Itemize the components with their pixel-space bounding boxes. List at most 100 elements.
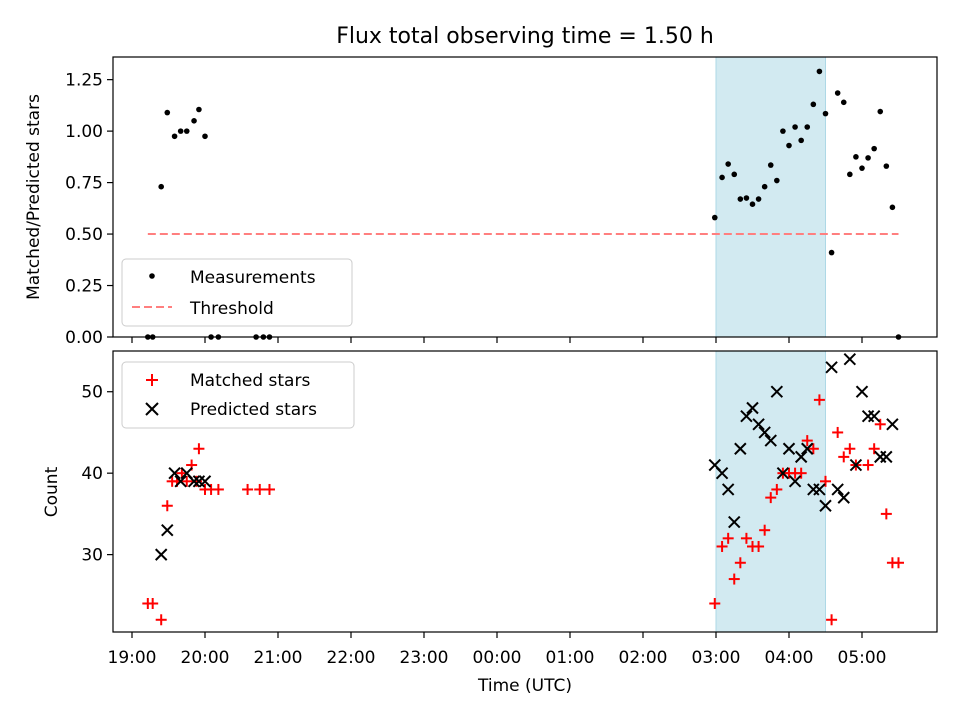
predicted-star-point xyxy=(161,523,174,537)
x-tick-label: 22:00 xyxy=(327,648,376,668)
measurement-point xyxy=(810,101,817,108)
measurement-point xyxy=(743,195,750,201)
x-tick-label: 00:00 xyxy=(473,648,522,668)
predicted-star-point xyxy=(168,466,181,480)
top-y-axis-label: Matched/Predicted stars xyxy=(24,94,44,300)
measurement-point xyxy=(183,128,190,134)
y-tick-label: 0.50 xyxy=(65,225,103,245)
matched-stars-legend-label: Matched stars xyxy=(190,371,310,391)
y-tick-label: 1.25 xyxy=(65,71,103,91)
highlight-band xyxy=(715,350,826,633)
measurement-point xyxy=(164,109,171,116)
measurement-point xyxy=(737,196,744,202)
matched-star-point xyxy=(801,435,813,447)
matched-star-point xyxy=(771,483,783,495)
chart-title: Flux total observing time = 1.50 h xyxy=(336,24,714,49)
y-tick-label: 0.75 xyxy=(65,174,103,194)
predicted-star-point xyxy=(174,475,187,488)
top-legend: Measurements Threshold xyxy=(121,258,353,327)
measurement-point xyxy=(834,90,841,96)
measurement-point xyxy=(767,162,774,168)
predicted-star-point xyxy=(198,475,212,488)
y-tick-label: 0.00 xyxy=(65,328,103,348)
x-tick-label: 03:00 xyxy=(692,648,741,668)
matched-star-point xyxy=(193,443,205,455)
x-tick-label: 19:00 xyxy=(108,648,157,668)
matched-star-point xyxy=(874,418,886,430)
predicted-star-point xyxy=(855,385,869,398)
predicted-star-point xyxy=(837,491,850,504)
measurement-point xyxy=(761,183,768,190)
matched-star-point xyxy=(161,500,173,512)
bottom-legend-box xyxy=(121,361,355,429)
predicted-star-point xyxy=(746,401,759,415)
bottom-y-axis: 30 40 50 xyxy=(81,383,113,566)
measurement-point xyxy=(780,128,786,134)
x-tick-label: 01:00 xyxy=(546,648,595,668)
matched-star-point xyxy=(147,597,159,609)
measurement-point xyxy=(828,249,835,256)
matched-star-point xyxy=(795,467,807,479)
matched-star-point xyxy=(893,557,904,569)
measurement-point xyxy=(774,177,780,184)
x-axis-label: Time (UTC) xyxy=(477,676,572,696)
measurement-point xyxy=(859,165,865,171)
predicted-star-point xyxy=(154,548,168,561)
predicted-star-point xyxy=(758,426,771,439)
y-tick-label: 30 xyxy=(81,546,103,566)
predicted-star-point xyxy=(776,466,790,480)
y-tick-label: 50 xyxy=(81,383,103,403)
matched-star-point xyxy=(862,459,874,471)
measurement-point xyxy=(816,68,823,75)
measurement-point xyxy=(865,155,871,161)
matched-star-point xyxy=(753,540,765,552)
matched-star-point xyxy=(740,532,752,544)
measurement-point xyxy=(719,174,725,181)
y-tick-label: 1.00 xyxy=(65,122,103,142)
matched-star-point xyxy=(813,394,825,406)
top-panel: 0.00 0.25 0.50 0.75 1.00 1.25 Matched/Predict… xyxy=(24,56,938,348)
measurement-point xyxy=(711,214,718,221)
predicted-star-point xyxy=(843,352,857,366)
matched-star-point xyxy=(254,483,266,495)
measurement-point xyxy=(822,110,829,117)
x-tick-label: 23:00 xyxy=(400,648,449,668)
predicted-star-point xyxy=(187,475,201,488)
matched-star-point xyxy=(242,483,254,495)
measurement-point xyxy=(840,99,847,106)
predicted-stars-legend-label: Predicted stars xyxy=(190,400,317,420)
matched-star-point xyxy=(880,508,892,520)
predicted-star-point xyxy=(752,418,765,431)
predicted-stars-series xyxy=(154,352,899,561)
predicted-star-point xyxy=(794,450,808,464)
threshold-legend-label: Threshold xyxy=(189,299,274,319)
top-x-ticks xyxy=(131,337,863,343)
measurement-point xyxy=(191,118,197,124)
predicted-star-point xyxy=(825,361,838,374)
measurement-point xyxy=(171,133,178,140)
predicted-star-point xyxy=(801,442,814,455)
measurement-point xyxy=(883,163,890,169)
predicted-star-point xyxy=(764,434,777,447)
matched-star-point xyxy=(765,492,777,504)
measurement-point xyxy=(877,108,884,115)
x-tick-label: 02:00 xyxy=(619,648,668,668)
measurements-legend-label: Measurements xyxy=(190,268,316,288)
bottom-legend: Matched stars Predicted stars xyxy=(121,361,355,429)
x-tick-label: 04:00 xyxy=(765,648,814,668)
predicted-star-point xyxy=(886,418,899,431)
matched-star-point xyxy=(709,597,721,609)
measurement-point xyxy=(847,171,853,178)
matched-star-point xyxy=(838,451,850,463)
measurement-point xyxy=(725,161,731,167)
matched-star-point xyxy=(181,475,193,487)
matched-star-point xyxy=(807,443,819,455)
matched-star-point xyxy=(155,614,167,626)
predicted-star-point xyxy=(849,458,863,472)
measurement-point xyxy=(749,201,756,208)
bottom-axes-frame xyxy=(112,350,938,633)
predicted-star-point xyxy=(813,483,826,496)
bottom-x-axis: 19:00 20:00 21:00 22:00 23:00 00:00 01:00 02:00… xyxy=(108,632,887,668)
y-tick-label: 40 xyxy=(81,464,103,484)
